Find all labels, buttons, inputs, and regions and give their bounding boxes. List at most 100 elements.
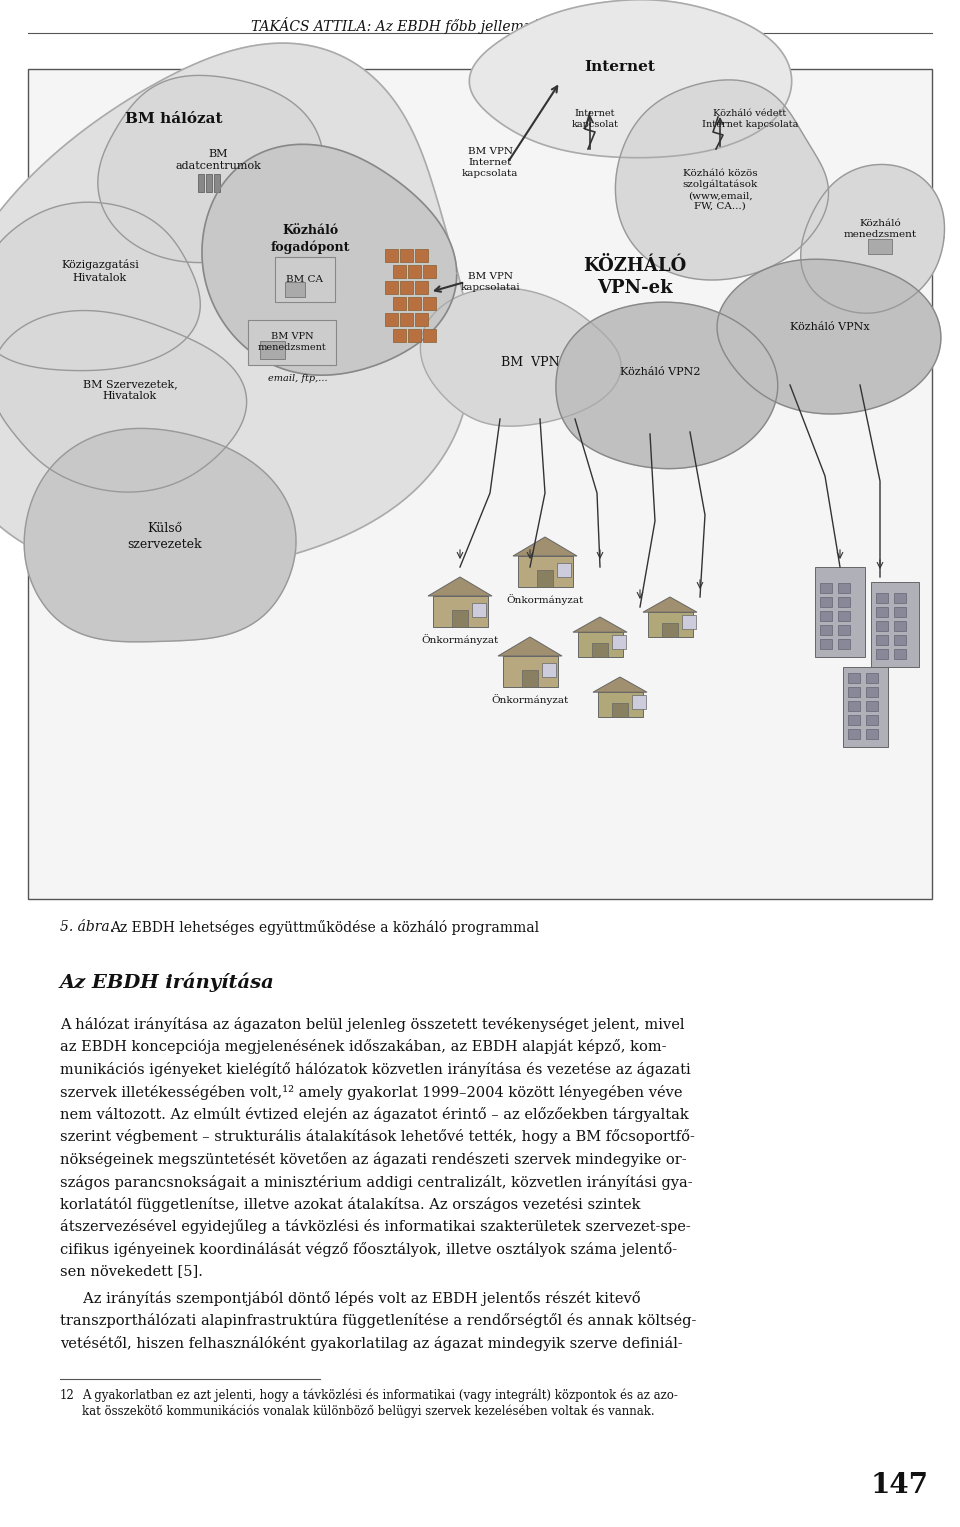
Text: kat összekötő kommunikációs vonalak különböző belügyi szervek kezelésében voltak: kat összekötő kommunikációs vonalak külö… [82, 1405, 655, 1419]
Bar [632, 695, 646, 709]
Polygon shape [98, 75, 324, 263]
Text: Közháló közös
szolgáltatások
(www,email,
FW, CA...): Közháló közös szolgáltatások (www,email,… [683, 169, 757, 211]
Bar [385, 249, 398, 263]
Text: email, ftp,...: email, ftp,... [268, 374, 327, 383]
Bar [894, 635, 906, 644]
Bar [876, 608, 888, 617]
Bar [522, 669, 538, 687]
Bar [894, 608, 906, 617]
Bar [838, 625, 850, 635]
Bar [393, 328, 406, 342]
Bar [848, 728, 860, 739]
Bar [503, 657, 558, 687]
Polygon shape [717, 260, 941, 414]
Polygon shape [202, 145, 457, 376]
Text: Önkormányzat: Önkormányzat [421, 634, 498, 644]
Text: Közigazgatási
Hivatalok: Közigazgatási Hivatalok [61, 260, 139, 282]
Bar [820, 583, 832, 592]
Bar [452, 609, 468, 628]
Bar [866, 728, 878, 739]
Polygon shape [801, 165, 945, 313]
Bar [285, 282, 305, 296]
Text: Közháló VPN2: Közháló VPN2 [620, 366, 700, 377]
Text: Internet: Internet [585, 60, 656, 73]
Polygon shape [593, 676, 647, 692]
Bar [820, 611, 832, 621]
Text: A hálózat irányítása az ágazaton belül jelenleg összetett tevékenységet jelent, : A hálózat irányítása az ágazaton belül j… [60, 1017, 684, 1032]
Bar [260, 341, 285, 359]
Bar [423, 328, 436, 342]
Bar [408, 328, 421, 342]
Bar [848, 715, 860, 725]
Bar [894, 621, 906, 631]
Bar [612, 635, 626, 649]
Polygon shape [469, 0, 792, 157]
Bar [876, 649, 888, 660]
Polygon shape [0, 43, 471, 574]
Polygon shape [428, 577, 492, 596]
Text: cifikus igényeinek koordinálását végző főosztályok, illetve osztályok száma jele: cifikus igényeinek koordinálását végző f… [60, 1241, 677, 1257]
Bar [843, 667, 888, 747]
Bar [876, 621, 888, 631]
Bar [423, 266, 436, 278]
Text: BM
adatcentrumok: BM adatcentrumok [175, 150, 261, 171]
Bar [876, 592, 888, 603]
Polygon shape [643, 597, 697, 612]
Bar [518, 556, 573, 586]
Bar [866, 673, 878, 683]
Bar [866, 687, 878, 696]
Bar [248, 321, 336, 365]
Polygon shape [24, 429, 296, 641]
Text: KÖZHÁLÓ
VPN-ek: KÖZHÁLÓ VPN-ek [584, 257, 686, 298]
Bar [472, 603, 486, 617]
Bar [662, 623, 678, 637]
Bar [557, 563, 571, 577]
Text: munikációs igényeket kielégítő hálózatok közvetlen irányítása és vezetése az ága: munikációs igényeket kielégítő hálózatok… [60, 1061, 691, 1077]
Bar [838, 611, 850, 621]
Text: Külső
szervezetek: Külső szervezetek [128, 522, 203, 551]
Text: BM CA: BM CA [286, 275, 324, 284]
Bar [838, 638, 850, 649]
Bar [408, 296, 421, 310]
Bar [385, 313, 398, 325]
Text: TAKÁCS ATTILA: Az EBDH főbb jellemzői és irányítási rendszere: TAKÁCS ATTILA: Az EBDH főbb jellemzői és… [252, 17, 708, 34]
Bar [415, 313, 428, 325]
Text: átszervezésével egyidejűleg a távközlési és informatikai szakterületek szervezet: átszervezésével egyidejűleg a távközlési… [60, 1220, 691, 1234]
Bar [415, 281, 428, 295]
Text: nökségeinek megszüntetését követően az ágazati rendészeti szervek mindegyike or-: nökségeinek megszüntetését követően az á… [60, 1151, 686, 1167]
Bar [214, 174, 220, 192]
Text: Az EBDH lehetséges együttműködése a közháló programmal: Az EBDH lehetséges együttműködése a közh… [110, 919, 540, 935]
Text: Az irányítás szempontjából döntő lépés volt az EBDH jelentős részét kitevő: Az irányítás szempontjából döntő lépés v… [60, 1290, 640, 1306]
Text: az EBDH koncepciója megjelenésének időszakában, az EBDH alapját képző, kom-: az EBDH koncepciója megjelenésének idősz… [60, 1040, 666, 1055]
Bar [423, 296, 436, 310]
Bar [592, 643, 608, 657]
Polygon shape [556, 302, 778, 469]
Bar [868, 240, 892, 253]
Text: Az EBDH irányítása: Az EBDH irányítása [60, 973, 275, 991]
Bar [385, 281, 398, 295]
Bar [894, 592, 906, 603]
Text: A gyakorlatban ez azt jelenti, hogy a távközlési és informatikai (vagy integrált: A gyakorlatban ez azt jelenti, hogy a tá… [82, 1390, 678, 1402]
Bar [400, 313, 413, 325]
Bar [848, 687, 860, 696]
Polygon shape [573, 617, 627, 632]
Text: nem változott. Az elmúlt évtized elején az ágazatot érintő – az előzőekben tárgy: nem változott. Az elmúlt évtized elején … [60, 1107, 688, 1122]
Text: transzporthálózati alapinfrastruktúra függetlenítése a rendőrségtől és annak köl: transzporthálózati alapinfrastruktúra fü… [60, 1313, 696, 1328]
Bar [820, 638, 832, 649]
Text: BM  VPN: BM VPN [501, 356, 560, 368]
Bar [206, 174, 212, 192]
Text: sen növekedett [5].: sen növekedett [5]. [60, 1264, 203, 1278]
Text: BM VPN
Internet
kapcsolata: BM VPN Internet kapcsolata [462, 147, 518, 179]
Bar [400, 249, 413, 263]
Bar [400, 281, 413, 295]
Bar [542, 663, 556, 676]
Text: korlatától függetlenítse, illetve azokat átalakítsa. Az országos vezetési szinte: korlatától függetlenítse, illetve azokat… [60, 1197, 640, 1212]
Bar [415, 249, 428, 263]
Polygon shape [0, 310, 247, 492]
Bar [848, 673, 860, 683]
Bar [682, 615, 696, 629]
Bar [537, 570, 553, 586]
Bar [578, 632, 623, 657]
Polygon shape [420, 289, 621, 426]
Bar [433, 596, 488, 628]
